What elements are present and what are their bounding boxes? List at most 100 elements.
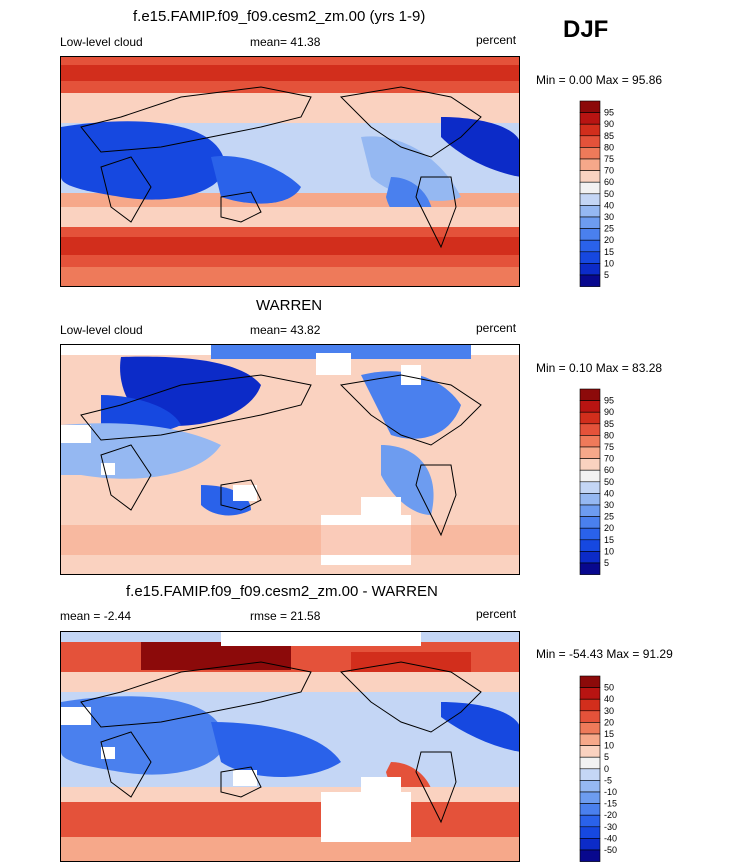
colorbar-2-tick-label: 20 <box>604 523 614 533</box>
colorbar-3-tick-label: 0 <box>604 764 609 774</box>
colorbar-1-tick-label: 60 <box>604 177 614 187</box>
colorbar-3-box-5 <box>579 791 601 804</box>
colorbar-2-box-12 <box>579 423 601 436</box>
colorbar-3-box-10 <box>579 733 601 746</box>
panel-2-map-field <box>61 345 519 574</box>
colorbar-3-tick-label: 50 <box>604 683 614 693</box>
colorbar-2-tick-label: 95 <box>604 396 614 406</box>
colorbar-1-box-9 <box>579 170 601 183</box>
colorbar-1-box-8 <box>579 181 601 195</box>
panel-3-title: f.e15.FAMIP.f09_f09.cesm2_zm.00 - WARREN <box>126 583 438 600</box>
season-label: DJF <box>563 16 609 43</box>
panel-2-minmax-label: Min = 0.10 Max = 83.28 <box>536 361 663 375</box>
colorbar-3-tick-label: 30 <box>604 706 614 716</box>
colorbar-3-box-9 <box>579 745 601 758</box>
colorbar-2-box-11 <box>579 435 601 448</box>
colorbar-1-box-5 <box>579 216 601 229</box>
colorbar-3-box-14 <box>579 687 601 700</box>
colorbar-3-box-4 <box>579 803 601 816</box>
colorbar-1-tick-label: 90 <box>604 119 614 129</box>
colorbar-1-tick-label: 20 <box>604 235 614 245</box>
colorbar-2-tick-label: 60 <box>604 465 614 475</box>
colorbar-3-tick-label: -15 <box>604 799 617 809</box>
colorbar-3-box-8 <box>579 756 601 770</box>
colorbar-2-box-0 <box>579 562 601 575</box>
colorbar-3-box-13 <box>579 698 601 712</box>
colorbar-3-box-3 <box>579 814 601 828</box>
colorbar-2-box-8 <box>579 469 601 483</box>
colorbar-3-tick-label: 20 <box>604 717 614 727</box>
colorbar-3-tick-label: -20 <box>604 810 617 820</box>
colorbar-1-tick-label: 50 <box>604 189 614 199</box>
panel-1-title: f.e15.FAMIP.f09_f09.cesm2_zm.00 (yrs 1-9… <box>133 8 426 25</box>
colorbar-1-tick-label: 30 <box>604 212 614 222</box>
colorbar-2-box-13 <box>579 411 601 425</box>
panel-3-minmax-label: Min = -54.43 Max = 91.29 <box>536 647 673 661</box>
panel-3-map <box>60 631 520 862</box>
colorbar-1-tick-label: 80 <box>604 142 614 152</box>
colorbar-3-box-7 <box>579 768 601 781</box>
colorbar-2-tick-label: 80 <box>604 430 614 440</box>
colorbar-1-box-12 <box>579 135 601 148</box>
colorbar-2-tick-label: 75 <box>604 442 614 452</box>
panel-2-map <box>60 344 520 575</box>
colorbar-3-box-1 <box>579 838 601 851</box>
panel-3-colorbar: 50 40 30 20 15 10 5 0 -5 -10 -15 -20 -30 -40 -50 <box>579 675 640 862</box>
colorbar-1-box-0 <box>579 274 601 287</box>
colorbar-2-box-3 <box>579 527 601 541</box>
colorbar-1-tick-label: 25 <box>604 224 614 234</box>
colorbar-1-box-3 <box>579 239 601 253</box>
colorbar-2-tick-label: 10 <box>604 546 614 556</box>
colorbar-2-tick-label: 5 <box>604 558 609 568</box>
colorbar-2-box-1 <box>579 551 601 564</box>
colorbar-1-box-13 <box>579 123 601 137</box>
colorbar-2-box-7 <box>579 481 601 494</box>
panel-3-map-field <box>61 632 519 861</box>
colorbar-1-box-6 <box>579 205 601 218</box>
panel-1-colorbar: 95 90 85 80 75 70 60 50 40 30 25 20 15 10 5 <box>579 100 640 287</box>
colorbar-3-tick-label: 40 <box>604 694 614 704</box>
colorbar-3-box-6 <box>579 780 601 793</box>
panel-2-variable-label: Low-level cloud <box>60 323 143 337</box>
colorbar-2-tick-label: 85 <box>604 419 614 429</box>
colorbar-1-tick-label: 85 <box>604 131 614 141</box>
colorbar-2-box-2 <box>579 539 601 552</box>
colorbar-2-tick-label: 70 <box>604 454 614 464</box>
colorbar-1-box-11 <box>579 147 601 160</box>
colorbar-3-box-12 <box>579 710 601 723</box>
colorbar-2-box-14 <box>579 400 601 413</box>
colorbar-1-tick-label: 95 <box>604 108 614 118</box>
colorbar-2-tick-label: 50 <box>604 477 614 487</box>
colorbar-3-tick-label: 15 <box>604 729 614 739</box>
colorbar-1-box-2 <box>579 251 601 264</box>
panel-3-rmse-label: rmse = 21.58 <box>250 609 321 623</box>
colorbar-2-box-9 <box>579 458 601 471</box>
colorbar-1-box-15 <box>579 100 601 113</box>
panel-2-colorbar: 95 90 85 80 75 70 60 50 40 30 25 20 15 10 5 <box>579 388 640 575</box>
colorbar-1-tick-label: 40 <box>604 200 614 210</box>
colorbar-3-tick-label: -10 <box>604 787 617 797</box>
panel-2-mean-label: mean= 43.82 <box>250 323 321 337</box>
colorbar-3-tick-label: 5 <box>604 752 609 762</box>
colorbar-3-tick-label: -30 <box>604 822 617 832</box>
colorbar-1-tick-label: 10 <box>604 258 614 268</box>
colorbar-2-box-15 <box>579 388 601 401</box>
colorbar-2-box-4 <box>579 516 601 529</box>
colorbar-3-tick-label: -40 <box>604 833 617 843</box>
colorbar-3-box-11 <box>579 722 601 735</box>
colorbar-1-box-10 <box>579 158 601 171</box>
colorbar-3-tick-label: 10 <box>604 741 614 751</box>
colorbar-2-tick-label: 40 <box>604 488 614 498</box>
panel-3-units-label: percent <box>476 607 517 621</box>
colorbar-2-box-6 <box>579 493 601 506</box>
colorbar-3-tick-label: -50 <box>604 845 617 855</box>
panel-2-units-label: percent <box>476 321 517 335</box>
colorbar-1-box-4 <box>579 228 601 241</box>
colorbar-1-tick-label: 70 <box>604 166 614 176</box>
panel-1-map-field <box>61 57 519 286</box>
colorbar-1-box-7 <box>579 193 601 206</box>
colorbar-2-box-10 <box>579 446 601 459</box>
panel-3-mean-label: mean = -2.44 <box>60 609 132 623</box>
panel-1-variable-label: Low-level cloud <box>60 35 143 49</box>
colorbar-3-box-0 <box>579 849 601 862</box>
